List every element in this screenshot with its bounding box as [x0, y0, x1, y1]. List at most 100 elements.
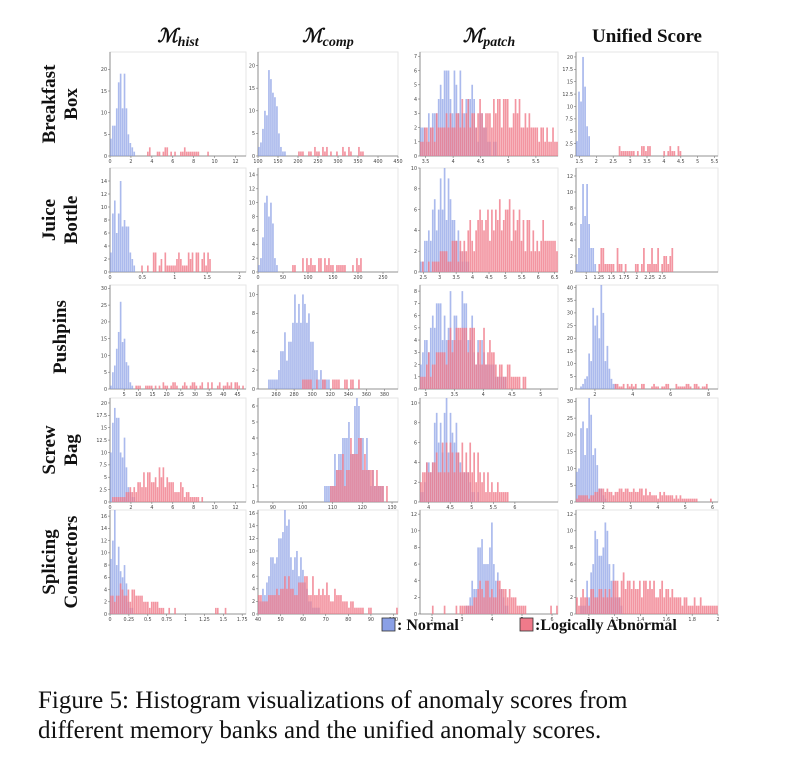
normal-bar	[439, 178, 442, 272]
y-tick-label: 8	[414, 289, 417, 295]
abnormal-bar	[634, 589, 637, 614]
abnormal-bar	[266, 601, 268, 614]
y-tick-label: 5	[570, 129, 573, 135]
abnormal-bar	[224, 385, 227, 389]
y-tick-label: 0	[414, 387, 417, 393]
abnormal-bar	[185, 151, 188, 156]
abnormal-bar	[578, 605, 580, 614]
normal-bar	[481, 539, 483, 614]
abnormal-bar	[125, 492, 128, 502]
abnormal-bar	[207, 382, 209, 389]
y-tick-label: 16	[101, 514, 107, 520]
abnormal-bar	[546, 240, 548, 272]
normal-bar	[489, 547, 491, 614]
abnormal-bar	[324, 151, 326, 156]
normal-bar	[588, 224, 590, 272]
y-tick-label: 0	[570, 387, 573, 393]
normal-bar	[304, 303, 306, 389]
abnormal-bar	[141, 487, 143, 502]
abnormal-bar	[308, 151, 310, 156]
abnormal-bar	[156, 151, 159, 156]
normal-bar	[266, 115, 268, 156]
abnormal-bar	[493, 597, 495, 614]
abnormal-bar	[487, 580, 489, 614]
abnormal-bar	[479, 209, 481, 272]
normal-bar	[131, 147, 134, 156]
figure-caption: Figure 5: Histogram visualizations of an…	[38, 686, 758, 746]
normal-bar	[266, 582, 268, 614]
abnormal-bar	[548, 240, 550, 272]
abnormal-bar	[435, 452, 438, 502]
normal-bar	[612, 383, 615, 389]
abnormal-bar	[495, 209, 497, 272]
y-tick-label: 6	[252, 574, 255, 580]
panel-screw-bag-m_comp: 0 1 2 3 4 5 6 90 100 110 120 130	[252, 397, 399, 511]
normal-bar	[324, 486, 326, 502]
abnormal-bar	[508, 199, 511, 272]
abnormal-bar	[471, 472, 474, 502]
abnormal-bar	[358, 607, 360, 614]
column-titles: ℳhist ℳcomp ℳpatch Unified Score	[157, 26, 702, 50]
y-tick-label: 4	[104, 587, 107, 593]
abnormal-bar	[195, 385, 198, 389]
normal-bar	[282, 351, 284, 389]
x-tick-label: 3.5	[643, 159, 651, 165]
normal-bar	[115, 417, 118, 502]
abnormal-bar	[193, 497, 196, 502]
abnormal-bar	[506, 492, 509, 502]
abnormal-bar	[368, 607, 370, 614]
abnormal-bar	[203, 252, 205, 272]
abnormal-bar	[681, 605, 684, 614]
x-tick-label: 350	[353, 159, 362, 165]
normal-bar	[314, 370, 316, 389]
abnormal-bar	[183, 147, 186, 156]
legend-swatch-2	[519, 617, 534, 632]
abnormal-bar	[346, 601, 348, 614]
abnormal-bar	[495, 492, 497, 502]
normal-bar	[276, 557, 278, 614]
normal-bar	[588, 136, 590, 156]
y-tick-label: 0	[570, 154, 573, 160]
y-tick-label: 10	[249, 200, 255, 206]
abnormal-bar	[445, 251, 448, 272]
abnormal-bar	[449, 442, 452, 502]
abnormal-bar	[493, 352, 495, 389]
abnormal-bar	[463, 472, 466, 502]
abnormal-bar	[181, 385, 184, 389]
abnormal-bar	[622, 151, 625, 156]
abnormal-bar	[332, 265, 334, 272]
abnormal-bar	[538, 141, 541, 156]
abnormal-bar	[514, 376, 517, 389]
abnormal-bar	[614, 491, 617, 502]
abnormal-bar	[552, 127, 554, 156]
abnormal-bar	[162, 607, 165, 614]
abnormal-bar	[121, 589, 124, 614]
y-tick-label: 15	[101, 336, 107, 342]
column-title-symbol: ℳ	[157, 26, 181, 47]
abnormal-bar	[211, 382, 213, 389]
abnormal-bar	[178, 492, 180, 502]
y-tick-label: 8	[252, 214, 255, 220]
abnormal-bar	[386, 486, 388, 502]
normal-bar	[280, 351, 282, 389]
abnormal-bar	[324, 379, 326, 389]
abnormal-bar	[502, 376, 505, 389]
abnormal-bar	[709, 498, 712, 502]
normal-bar	[312, 341, 314, 389]
y-tick-label: 10	[101, 551, 107, 557]
abnormal-bar	[657, 597, 659, 614]
abnormal-bar	[112, 595, 114, 614]
y-tick-label: 6	[414, 313, 417, 319]
abnormal-bar	[689, 605, 692, 614]
abnormal-bar	[445, 113, 448, 156]
abnormal-bar	[164, 487, 167, 502]
abnormal-bar	[189, 151, 192, 156]
y-tick-label: 0	[252, 612, 255, 618]
abnormal-bar	[578, 495, 580, 502]
abnormal-bar	[506, 597, 509, 614]
normal-bar	[443, 70, 446, 156]
abnormal-bar	[620, 264, 623, 272]
abnormal-bar	[604, 264, 607, 272]
abnormal-bar	[302, 582, 304, 614]
abnormal-bar	[185, 492, 188, 502]
